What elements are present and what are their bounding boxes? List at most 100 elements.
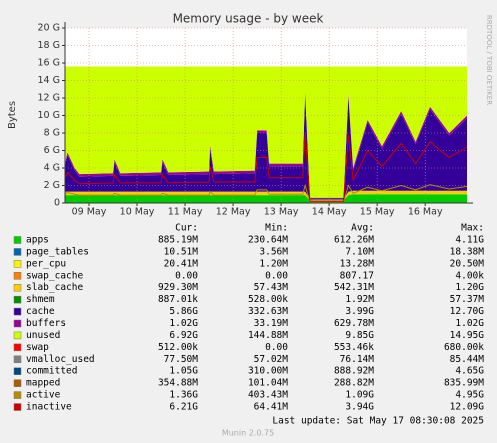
legend-cur: 6.92G — [169, 330, 198, 341]
legend-max: 4.95G — [455, 390, 484, 401]
legend-cur: 5.86G — [169, 306, 198, 317]
legend-avg: 1.92M — [345, 294, 374, 305]
legend-min: 403.43M — [248, 390, 288, 401]
y-axis-label: Bytes — [7, 101, 18, 129]
y-tick-label: 4 G — [44, 163, 60, 174]
side-text: RRDTOOL / TOBI OETIKER — [485, 15, 493, 105]
last-update: Last update: Sat May 17 08:30:08 2025 — [272, 416, 484, 427]
y-tick-label: 8 G — [44, 128, 60, 139]
legend-name: swap_cache — [26, 270, 83, 281]
legend-min: 1.20M — [259, 258, 288, 269]
y-tick-label: 18 G — [38, 40, 60, 51]
line — [64, 132, 468, 202]
legend-swatch — [13, 307, 22, 316]
legend-min: 0.00 — [265, 342, 288, 353]
legend-cur: 1.36G — [169, 390, 198, 401]
legend-min: 310.00M — [248, 366, 288, 377]
legend-swatch — [13, 236, 22, 244]
legend-swatch — [13, 343, 22, 352]
legend-max: 4.11G — [455, 235, 484, 246]
legend-min: 101.04M — [248, 378, 288, 389]
legend-name: page_tables — [26, 246, 89, 257]
legend-avg: 13.28M — [340, 258, 375, 269]
x-tick-label: 09 May — [72, 207, 107, 218]
legend-swatch — [13, 248, 22, 256]
legend-max: 835.99M — [444, 378, 484, 389]
legend-name: cache — [26, 306, 55, 317]
legend-header: Avg: — [351, 223, 374, 234]
legend-swatch — [13, 355, 22, 364]
legend-avg: 612.26M — [334, 235, 374, 246]
legend-avg: 3.99G — [345, 306, 374, 317]
legend-avg: 288.82M — [334, 378, 374, 389]
legend-cur: 10.51M — [164, 246, 199, 257]
legend-min: 57.02M — [254, 354, 289, 365]
legend-avg: 629.78M — [334, 318, 374, 329]
legend-cur: 1.02G — [169, 318, 198, 329]
legend-swatch — [13, 379, 22, 387]
legend-max: 14.95G — [450, 330, 485, 341]
legend-name: shmem — [26, 294, 55, 305]
legend-min: 230.64M — [248, 235, 288, 246]
legend-max: 4.65G — [455, 366, 484, 377]
legend-max: 680.00k — [444, 342, 484, 353]
legend-min: 332.63M — [248, 306, 288, 317]
y-tick-label: 0 — [54, 198, 60, 209]
y-tick-label: 14 G — [38, 75, 60, 86]
x-tick-label: 16 May — [408, 207, 443, 218]
y-tick-label: 2 G — [44, 180, 60, 191]
legend-cur: 0.00 — [175, 270, 198, 281]
legend-name: vmalloc_used — [26, 354, 95, 365]
legend-min: 57.43M — [254, 282, 289, 293]
legend-name: committed — [26, 366, 77, 377]
legend-cur: 512.00k — [158, 342, 198, 353]
legend-name: slab_cache — [26, 282, 83, 293]
y-tick-label: 16 G — [38, 58, 60, 69]
legend-name: inactive — [26, 402, 72, 413]
chart-title: Memory usage - by week — [173, 12, 324, 26]
legend-name: per_cpu — [26, 258, 66, 269]
legend-cur: 6.21G — [169, 402, 198, 413]
legend-min: 0.00 — [265, 270, 288, 281]
legend-swatch — [13, 260, 22, 268]
legend-header: Min: — [265, 223, 288, 234]
area — [65, 66, 467, 198]
legend-cur: 887.01k — [158, 294, 198, 305]
legend-name: active — [26, 390, 61, 401]
y-tick-label: 10 G — [38, 110, 60, 121]
legend-avg: 807.17 — [340, 270, 374, 281]
x-tick-label: 14 May — [312, 207, 347, 218]
legend-max: 85.44M — [450, 354, 485, 365]
area — [65, 93, 467, 200]
legend-swatch — [13, 403, 22, 411]
legend-avg: 1.09G — [345, 390, 374, 401]
x-tick-label: 10 May — [120, 207, 155, 218]
legend-avg: 553.46k — [334, 342, 374, 353]
legend-cur: 885.19M — [158, 235, 198, 246]
legend-max: 12.70G — [450, 306, 485, 317]
legend-swatch — [13, 367, 22, 375]
y-tick-label: 12 G — [38, 93, 60, 104]
legend-min: 144.88M — [248, 330, 288, 341]
legend-swatch — [13, 331, 22, 340]
legend-min: 33.19M — [254, 318, 289, 329]
legend-max: 1.02G — [455, 318, 484, 329]
legend-swatch — [13, 391, 22, 399]
legend-cur: 354.88M — [158, 378, 198, 389]
legend-header: Cur: — [175, 223, 198, 234]
legend-min: 64.41M — [254, 402, 289, 413]
legend-max: 57.37M — [450, 294, 485, 305]
legend-header: Max: — [461, 223, 484, 234]
legend-avg: 7.10M — [345, 246, 374, 257]
legend-cur: 1.05G — [169, 366, 198, 377]
area — [65, 194, 467, 203]
legend-avg: 76.14M — [340, 354, 375, 365]
line — [64, 183, 468, 203]
legend-name: apps — [26, 235, 49, 246]
legend-avg: 3.94G — [345, 402, 374, 413]
legend-swatch — [13, 283, 22, 292]
legend-max: 20.50M — [450, 258, 485, 269]
x-tick-label: 15 May — [360, 207, 395, 218]
y-tick-label: 20 G — [38, 23, 60, 34]
legend-cur: 20.41M — [164, 258, 199, 269]
